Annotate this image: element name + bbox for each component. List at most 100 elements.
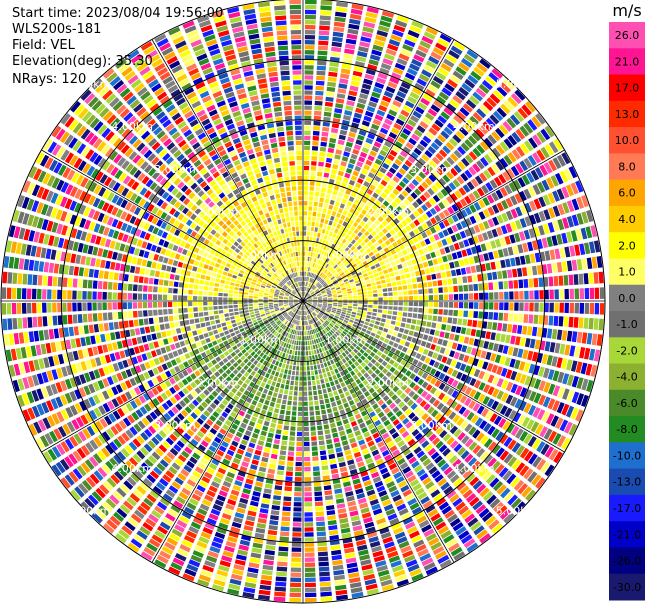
velocity-gate (305, 261, 307, 266)
velocity-gate (409, 373, 416, 380)
velocity-gate (438, 309, 443, 315)
velocity-gate (424, 238, 431, 245)
velocity-gate (284, 313, 288, 318)
velocity-gate (302, 306, 303, 311)
velocity-gate (553, 276, 559, 287)
velocity-gate (143, 477, 153, 488)
velocity-gate (255, 481, 263, 488)
velocity-gate (392, 311, 398, 316)
velocity-gate (238, 544, 249, 551)
velocity-gate (529, 377, 537, 388)
velocity-gate (535, 113, 546, 125)
velocity-gate (353, 451, 362, 458)
velocity-gate (228, 391, 235, 398)
velocity-gate (319, 342, 323, 348)
velocity-gate (397, 440, 406, 448)
velocity-gate (453, 351, 460, 360)
velocity-gate (397, 332, 403, 338)
velocity-gate (381, 254, 388, 260)
velocity-gate (404, 72, 416, 81)
velocity-gate (314, 310, 319, 314)
velocity-gate (409, 213, 416, 221)
velocity-gate (336, 93, 346, 99)
velocity-gate (262, 564, 274, 571)
velocity-gate (246, 447, 254, 454)
velocity-gate (405, 142, 414, 150)
velocity-gate (434, 380, 442, 388)
velocity-gate (306, 361, 310, 366)
velocity-gate (472, 163, 481, 173)
velocity-gate (68, 453, 78, 465)
velocity-gate (452, 277, 458, 285)
velocity-gate (421, 440, 430, 449)
velocity-gate (350, 191, 357, 198)
velocity-gate (363, 301, 368, 304)
velocity-gate (456, 382, 464, 391)
velocity-gate (416, 78, 427, 87)
velocity-gate (463, 53, 476, 64)
velocity-gate (373, 39, 385, 47)
velocity-gate (304, 492, 312, 497)
velocity-gate (469, 204, 477, 213)
velocity-gate (258, 594, 270, 601)
velocity-gate (260, 579, 272, 586)
velocity-gate (312, 334, 315, 340)
velocity-gate (95, 487, 106, 499)
velocity-gate (486, 230, 494, 239)
velocity-gate (429, 266, 435, 273)
velocity-gate (309, 308, 313, 313)
velocity-gate (283, 337, 287, 342)
velocity-gate (173, 500, 184, 509)
velocity-gate (303, 301, 305, 306)
velocity-gate (489, 477, 500, 488)
velocity-gate (405, 421, 413, 429)
velocity-gate (219, 428, 227, 435)
velocity-gate (267, 317, 273, 321)
velocity-gate (369, 445, 377, 452)
velocity-gate (468, 151, 478, 161)
velocity-gate (234, 383, 241, 390)
velocity-gate (341, 397, 347, 404)
velocity-gate (559, 289, 564, 300)
velocity-gate (322, 208, 327, 214)
velocity-gate (521, 174, 531, 186)
velocity-gate (269, 374, 274, 380)
velocity-gate (328, 266, 333, 271)
velocity-gate (384, 118, 393, 126)
velocity-gate (271, 341, 276, 347)
velocity-gate (457, 318, 463, 325)
velocity-gate (553, 138, 563, 151)
velocity-gate (412, 201, 420, 209)
velocity-gate (88, 396, 96, 407)
velocity-gate (449, 350, 456, 358)
velocity-gate (538, 380, 546, 392)
velocity-gate (409, 222, 416, 229)
velocity-gate (532, 407, 541, 418)
velocity-gate (499, 237, 507, 247)
velocity-gate (229, 358, 236, 364)
velocity-gate (430, 489, 441, 498)
velocity-gate (273, 343, 278, 349)
velocity-gate (303, 241, 306, 246)
velocity-gate (203, 410, 211, 418)
velocity-gate (270, 334, 275, 340)
velocity-gate (282, 430, 289, 436)
velocity-gate (264, 336, 270, 342)
velocity-gate (477, 234, 484, 243)
velocity-gate (343, 114, 351, 121)
velocity-gate (391, 432, 400, 439)
velocity-gate (263, 447, 271, 453)
velocity-gate (284, 369, 288, 374)
velocity-gate (441, 271, 447, 278)
velocity-gate (239, 361, 246, 368)
velocity-gate (243, 456, 251, 463)
velocity-gate (359, 554, 371, 561)
velocity-gate (281, 399, 287, 405)
velocity-gate (452, 497, 463, 507)
velocity-gate (304, 65, 314, 70)
velocity-gate (316, 292, 321, 295)
velocity-gate (332, 307, 337, 310)
velocity-gate (112, 490, 124, 502)
velocity-gate (224, 419, 232, 427)
velocity-gate (315, 186, 321, 192)
